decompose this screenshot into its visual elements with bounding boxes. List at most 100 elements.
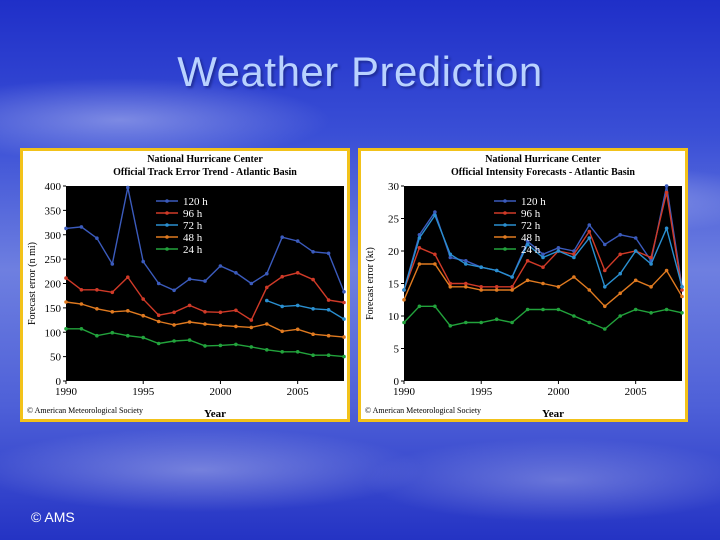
legend-marker: [503, 199, 507, 203]
data-point: [141, 297, 145, 301]
data-point: [203, 310, 207, 314]
data-point: [402, 298, 406, 302]
data-point: [649, 255, 653, 260]
y-tick-label: 0: [394, 376, 400, 388]
data-point: [633, 278, 638, 283]
y-tick-label: 350: [45, 205, 62, 217]
data-point: [64, 276, 68, 280]
data-point: [494, 317, 499, 322]
data-point: [603, 327, 607, 331]
y-tick-label: 200: [45, 279, 62, 291]
y-tick-label: 100: [45, 327, 62, 339]
data-point: [311, 277, 315, 282]
data-point: [156, 313, 161, 317]
data-point: [541, 281, 545, 286]
track-error-chart: National Hurricane Center Official Track …: [23, 151, 347, 419]
data-point: [417, 246, 422, 250]
x-axis-label: Year: [204, 408, 226, 419]
data-point: [234, 324, 238, 329]
data-point: [95, 307, 99, 311]
data-point: [464, 262, 468, 266]
data-point: [172, 310, 176, 315]
data-point: [603, 304, 607, 309]
data-point: [649, 262, 653, 266]
copyright-text: © AMS: [31, 509, 75, 525]
data-point: [417, 262, 422, 266]
data-point: [680, 294, 684, 299]
data-point: [402, 320, 406, 325]
data-point: [433, 304, 437, 309]
data-point: [156, 281, 161, 286]
data-point: [295, 303, 300, 308]
data-point: [479, 265, 483, 269]
y-tick-label: 250: [45, 254, 62, 266]
data-point: [295, 327, 300, 332]
y-tick-label: 0: [56, 376, 62, 388]
y-tick-label: 400: [45, 181, 62, 193]
y-tick-label: 10: [388, 311, 400, 323]
data-point: [218, 343, 223, 348]
chart-title: National Hurricane Center: [485, 154, 601, 165]
data-point: [187, 303, 192, 308]
data-point: [664, 190, 669, 195]
data-point: [433, 252, 437, 257]
data-point: [234, 342, 238, 347]
data-point: [649, 285, 653, 289]
data-point: [417, 304, 422, 309]
chart-title: National Hurricane Center: [147, 154, 263, 165]
data-point: [249, 318, 254, 322]
legend-marker: [165, 211, 169, 215]
data-point: [525, 239, 530, 244]
data-point: [126, 333, 130, 338]
x-tick-label: 2000: [209, 386, 232, 398]
legend-label: 96 h: [521, 208, 541, 220]
x-tick-label: 2005: [287, 386, 310, 398]
data-point: [156, 319, 161, 324]
data-point: [603, 268, 607, 273]
legend-marker: [503, 211, 507, 215]
data-point: [311, 250, 315, 254]
data-point: [556, 249, 561, 253]
legend-label: 96 h: [183, 208, 203, 220]
data-point: [203, 322, 207, 326]
data-point: [464, 281, 468, 286]
data-point: [265, 271, 269, 276]
data-point: [203, 344, 207, 348]
data-point: [572, 314, 576, 318]
data-point: [326, 298, 331, 302]
data-point: [342, 354, 346, 359]
data-point: [79, 302, 84, 306]
data-point: [326, 308, 331, 312]
data-point: [541, 255, 545, 260]
legend-marker: [165, 235, 169, 239]
data-point: [541, 307, 545, 312]
data-point: [218, 264, 223, 268]
data-point: [664, 184, 669, 188]
data-point: [479, 285, 483, 289]
data-point: [172, 323, 176, 327]
data-point: [295, 239, 300, 243]
data-point: [110, 310, 115, 314]
legend-marker: [503, 247, 507, 251]
legend-label: 24 h: [521, 244, 541, 256]
data-point: [326, 353, 331, 357]
data-point: [326, 251, 331, 256]
data-point: [110, 290, 115, 295]
data-point: [664, 226, 669, 231]
data-point: [618, 291, 622, 296]
data-point: [265, 348, 269, 352]
data-point: [265, 285, 269, 290]
data-point: [618, 314, 622, 318]
x-axis-label: Year: [542, 408, 564, 419]
data-point: [572, 252, 576, 257]
data-point: [464, 285, 468, 289]
y-tick-label: 300: [45, 230, 62, 242]
data-point: [510, 285, 514, 289]
data-point: [203, 279, 207, 283]
legend-label: 72 h: [183, 220, 203, 232]
legend-label: 48 h: [521, 232, 541, 244]
source-credit: © American Meteorological Society: [365, 406, 481, 415]
data-point: [664, 307, 669, 312]
data-point: [603, 285, 607, 289]
data-point: [141, 259, 145, 264]
